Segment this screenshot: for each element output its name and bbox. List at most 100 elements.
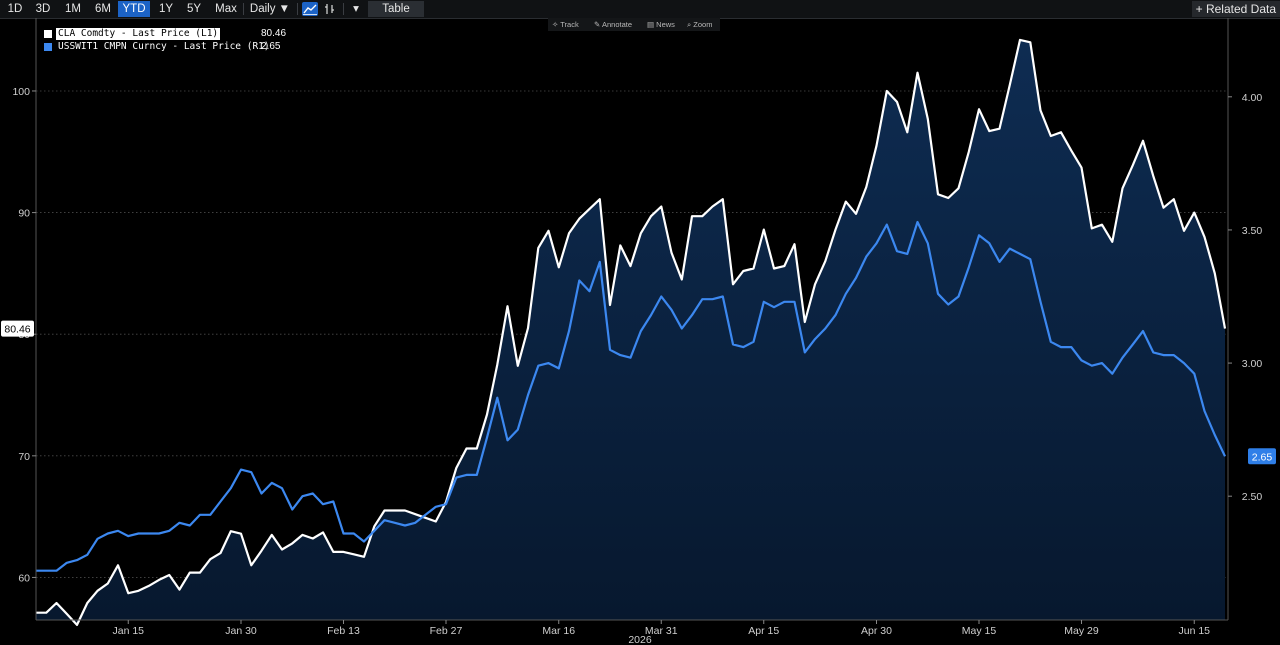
bar-chart-icon[interactable]: [322, 2, 338, 16]
data-point[interactable]: [198, 571, 202, 575]
data-point[interactable]: [813, 282, 817, 286]
data-point[interactable]: [434, 520, 438, 524]
data-point[interactable]: [916, 71, 920, 75]
data-point[interactable]: [116, 563, 120, 567]
data-point[interactable]: [280, 548, 284, 552]
data-point[interactable]: [813, 337, 817, 341]
data-point[interactable]: [65, 561, 69, 565]
data-point[interactable]: [536, 246, 540, 250]
data-point[interactable]: [321, 502, 325, 506]
data-point[interactable]: [998, 127, 1002, 131]
data-point[interactable]: [55, 601, 59, 605]
data-point[interactable]: [803, 350, 807, 354]
data-point[interactable]: [547, 229, 551, 233]
data-point[interactable]: [403, 509, 407, 513]
data-point[interactable]: [342, 550, 346, 554]
data-point[interactable]: [977, 233, 981, 237]
data-point[interactable]: [772, 305, 776, 309]
data-point[interactable]: [557, 265, 561, 269]
data-point[interactable]: [311, 537, 315, 541]
data-point[interactable]: [731, 282, 735, 286]
data-point[interactable]: [639, 231, 643, 235]
data-point[interactable]: [55, 569, 59, 573]
range-3d-button[interactable]: 3D: [35, 3, 51, 15]
data-point[interactable]: [208, 557, 212, 561]
data-point[interactable]: [424, 513, 428, 517]
data-point[interactable]: [454, 466, 458, 470]
data-point[interactable]: [618, 243, 622, 247]
data-point[interactable]: [670, 308, 674, 312]
data-point[interactable]: [219, 500, 223, 504]
data-point[interactable]: [577, 217, 581, 221]
data-point[interactable]: [372, 529, 376, 533]
data-point[interactable]: [1121, 186, 1125, 190]
data-point[interactable]: [1039, 300, 1043, 304]
data-point[interactable]: [1141, 139, 1145, 143]
data-point[interactable]: [895, 249, 899, 253]
data-point[interactable]: [178, 588, 182, 592]
data-point[interactable]: [1100, 361, 1104, 365]
data-point[interactable]: [465, 447, 469, 451]
data-point[interactable]: [383, 518, 387, 522]
data-point[interactable]: [75, 623, 79, 627]
data-point[interactable]: [864, 255, 868, 259]
data-point[interactable]: [219, 551, 223, 555]
data-point[interactable]: [690, 214, 694, 218]
data-point[interactable]: [567, 231, 571, 235]
data-point[interactable]: [834, 313, 838, 317]
data-point[interactable]: [516, 428, 520, 432]
data-point[interactable]: [157, 532, 161, 536]
data-point[interactable]: [352, 552, 356, 556]
data-point[interactable]: [96, 589, 100, 593]
data-point[interactable]: [65, 612, 69, 616]
frequency-dropdown[interactable]: Daily ▼: [249, 3, 291, 15]
data-point[interactable]: [536, 364, 540, 368]
data-point[interactable]: [711, 297, 715, 301]
data-point[interactable]: [1203, 235, 1207, 239]
data-point[interactable]: [116, 529, 120, 533]
data-point[interactable]: [1080, 166, 1084, 170]
data-point[interactable]: [1192, 211, 1196, 215]
range-6m-button[interactable]: 6M: [95, 3, 111, 15]
track-tool[interactable]: ✧ Track: [552, 18, 579, 31]
data-point[interactable]: [444, 502, 448, 506]
data-point[interactable]: [178, 521, 182, 525]
data-point[interactable]: [188, 571, 192, 575]
data-point[interactable]: [700, 214, 704, 218]
series-line-0[interactable]: [36, 38, 1227, 627]
data-point[interactable]: [239, 532, 243, 536]
data-point[interactable]: [321, 530, 325, 534]
data-point[interactable]: [588, 207, 592, 211]
data-point[interactable]: [270, 533, 274, 537]
data-point[interactable]: [403, 524, 407, 528]
data-point[interactable]: [106, 532, 110, 536]
data-point[interactable]: [905, 252, 909, 256]
data-point[interactable]: [916, 220, 920, 224]
data-point[interactable]: [629, 356, 633, 360]
data-point[interactable]: [393, 521, 397, 525]
data-point[interactable]: [1162, 206, 1166, 210]
data-point[interactable]: [249, 470, 253, 474]
data-point[interactable]: [475, 447, 479, 451]
data-point[interactable]: [260, 549, 264, 553]
data-point[interactable]: [1151, 350, 1155, 354]
data-point[interactable]: [670, 251, 674, 255]
data-point[interactable]: [1080, 358, 1084, 362]
data-point[interactable]: [721, 197, 725, 201]
data-point[interactable]: [147, 532, 151, 536]
data-point[interactable]: [834, 228, 838, 232]
related-data-button[interactable]: + Related Data: [1191, 1, 1280, 17]
data-point[interactable]: [875, 144, 879, 148]
data-point[interactable]: [475, 473, 479, 477]
data-point[interactable]: [936, 292, 940, 296]
data-point[interactable]: [1059, 345, 1063, 349]
data-point[interactable]: [905, 130, 909, 134]
data-point[interactable]: [1131, 342, 1135, 346]
data-point[interactable]: [290, 541, 294, 545]
data-point[interactable]: [167, 529, 171, 533]
data-point[interactable]: [782, 300, 786, 304]
data-point[interactable]: [352, 532, 356, 536]
data-point[interactable]: [249, 563, 253, 567]
table-button[interactable]: Table: [368, 1, 424, 17]
data-point[interactable]: [1100, 223, 1104, 227]
